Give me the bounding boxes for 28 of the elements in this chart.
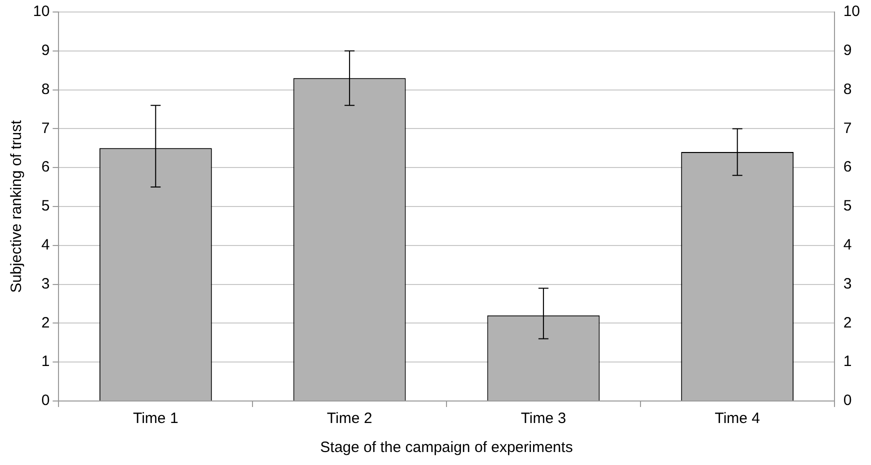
y-tick-label: 4 bbox=[41, 236, 50, 254]
y-axis-title: Subjective ranking of trust bbox=[8, 119, 26, 293]
x-tick-label: Time 3 bbox=[520, 410, 566, 428]
y-tick-label: 1 bbox=[41, 353, 50, 370]
y-tick-label: 3 bbox=[41, 275, 50, 292]
y-tick-label: 6 bbox=[41, 158, 50, 176]
y-tick-label: 9 bbox=[41, 42, 50, 60]
y2-tick-label: 3 bbox=[843, 275, 852, 292]
y2-tick-label: 10 bbox=[843, 3, 860, 20]
y2-tick-label: 7 bbox=[843, 120, 852, 137]
y2-tick-label: 4 bbox=[843, 236, 852, 254]
y2-tick-label: 1 bbox=[843, 353, 852, 370]
y-tick-label: 5 bbox=[41, 198, 50, 215]
y-tick-label: 7 bbox=[41, 120, 50, 137]
x-tick-label: Time 4 bbox=[714, 410, 760, 428]
y-tick-label: 10 bbox=[32, 3, 50, 20]
y2-tick-label: 0 bbox=[843, 392, 852, 410]
y-tick-label: 8 bbox=[41, 80, 50, 98]
y2-tick-label: 8 bbox=[843, 80, 852, 98]
y2-tick-label: 6 bbox=[843, 158, 852, 176]
y-tick-label: 0 bbox=[41, 392, 50, 410]
x-tick-label: Time 1 bbox=[132, 410, 178, 428]
y-tick-label: 2 bbox=[41, 314, 50, 332]
y2-tick-label: 2 bbox=[843, 314, 852, 332]
x-tick-label: Time 2 bbox=[326, 410, 372, 428]
x-axis-title: Stage of the campaign of experiments bbox=[320, 439, 573, 456]
y2-tick-label: 5 bbox=[843, 198, 852, 215]
y2-tick-label: 9 bbox=[843, 42, 852, 60]
